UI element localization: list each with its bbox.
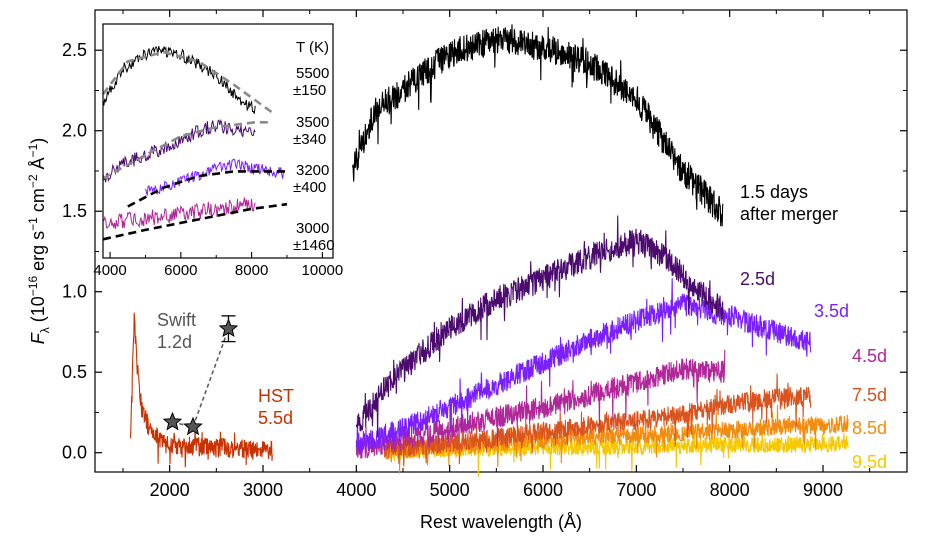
y-tick-label: 1.0: [62, 282, 87, 302]
swift-label: Swift 1.2d: [157, 310, 196, 352]
swift-point-0: [162, 411, 183, 431]
inset-temperature-3: 3000 ±1460: [293, 220, 335, 254]
inset-x-tick-label: 10000: [302, 262, 344, 279]
series-label-6: 9.5d: [852, 452, 887, 472]
inset-fit-2: [127, 170, 287, 208]
series-label-5: 8.5d: [852, 418, 887, 438]
y-axis-title-lambda: λ: [38, 327, 52, 333]
x-axis-title: Rest wavelength (Å): [420, 512, 582, 532]
swift-point-1: [183, 416, 203, 436]
series-label-7: HST 5.5d: [258, 386, 294, 428]
spectrum-series-3: [355, 349, 726, 459]
swift-layer: [162, 315, 239, 436]
x-tick-label: 7000: [616, 480, 656, 500]
y-axis-title: Fλ (10−16 erg s−1 cm−2 Å−1): [26, 138, 52, 345]
y-tick-label: 0.5: [62, 362, 87, 382]
x-tick-label: 8000: [710, 480, 750, 500]
series-label-4: 7.5d: [852, 385, 887, 405]
inset-spectrum-2: [145, 158, 284, 196]
y-axis-title-f: F: [28, 332, 48, 344]
x-tick-label: 9000: [803, 480, 843, 500]
inset-fit-3: [102, 202, 288, 241]
x-tick-label: 3000: [243, 480, 283, 500]
spectrum-series-2: [355, 278, 812, 456]
x-tick-label: 2000: [150, 480, 190, 500]
inset-x-tick-label: 4000: [93, 262, 126, 279]
y-tick-label: 2.5: [62, 40, 87, 60]
y-axis-title-exp3: −1: [26, 143, 40, 157]
spectrum-series-0: [352, 24, 724, 227]
series-label-2: 3.5d: [814, 301, 849, 321]
ticks-layer: 2000 3000 4000 5000 6000 7000 8000 9000 0.0 0.5 1.…: [62, 10, 907, 500]
inset-ticks: 4000 6000 8000 10000: [93, 252, 343, 279]
spectrum-series-7: [129, 312, 273, 468]
inset-temperature-0: 5500 ±150: [293, 65, 329, 99]
y-tick-label: 1.5: [62, 201, 87, 221]
x-tick-label: 6000: [523, 480, 563, 500]
y-axis-title-open: (10: [28, 296, 48, 327]
series-layer: [129, 24, 849, 477]
y-tick-label: 2.0: [62, 121, 87, 141]
y-axis-title-close: ): [28, 138, 48, 144]
y-axis-title-exp2: −2: [26, 174, 40, 188]
inset-x-tick-label: 6000: [164, 262, 197, 279]
x-tick-label: 4000: [336, 480, 376, 500]
inset-spectrum-3: [102, 197, 256, 230]
main-plot-frame: [94, 9, 908, 473]
y-axis-title-exp16: −16: [26, 276, 40, 297]
inset-temperature-2: 3200 ±400: [293, 162, 329, 196]
series-label-1: 2.5d: [740, 269, 775, 289]
labels-layer: 1.5 days after merger 2.5d 3.5d 4.5d 7.5d 8.5d…: [157, 182, 887, 472]
spectrum-series-1: [355, 215, 724, 438]
x-tick-label: 5000: [430, 480, 470, 500]
series-label-0: 1.5 days after merger: [740, 182, 838, 224]
inset-temperature-1: 3500 ±340: [293, 114, 329, 148]
y-axis-title-unit1: erg s: [28, 231, 48, 276]
swift-point-2: [218, 318, 239, 338]
inset-layer: [101, 45, 288, 241]
inset-spectrum-1: [102, 119, 256, 183]
series-label-3: 4.5d: [852, 346, 887, 366]
y-axis-title-unit2: cm: [28, 188, 48, 217]
inset-fit-1: [102, 121, 273, 180]
inset-labels: T (K) 5500 ±150 3500 ±340 3200 ±400 3000 ±1460: [293, 39, 335, 254]
inset-temperature-header: T (K): [296, 39, 329, 56]
y-axis-title-unit3: Å: [28, 157, 48, 174]
spectrum-series-5: [383, 404, 849, 474]
spectrum-series-4: [383, 373, 812, 466]
inset-frame: [102, 23, 334, 259]
inset-fit-0: [101, 50, 274, 114]
y-axis-title-exp1: −1: [26, 217, 40, 231]
y-tick-label: 0.0: [62, 443, 87, 463]
inset-x-tick-label: 8000: [235, 262, 268, 279]
